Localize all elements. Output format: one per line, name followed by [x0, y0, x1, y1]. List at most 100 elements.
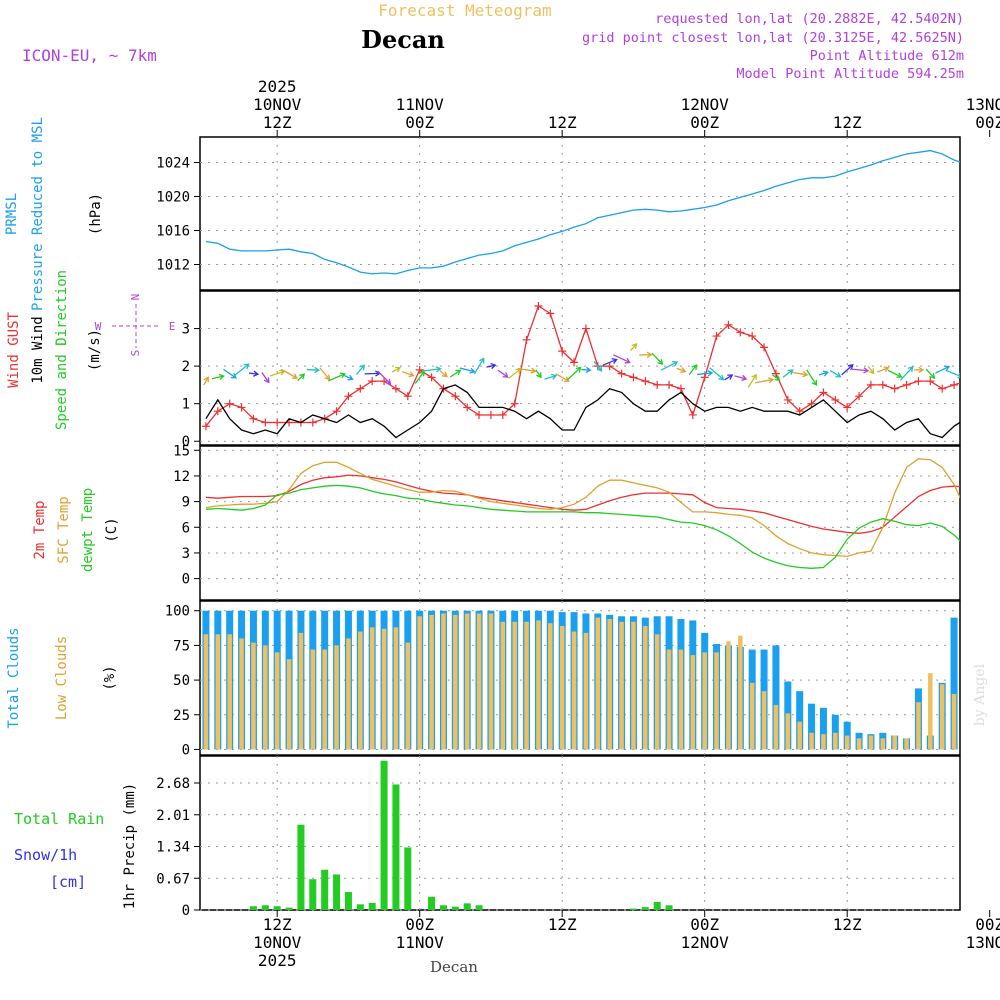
- y-tick-label: 100: [165, 604, 190, 620]
- series-line-prmsl: [205, 149, 960, 275]
- low-cloud-bar: [263, 645, 268, 750]
- low-cloud-bar: [987, 697, 992, 750]
- total-cloud-bar: [796, 691, 804, 750]
- low-cloud-bar: [749, 682, 755, 750]
- panel-data: [205, 458, 960, 569]
- gust-marker: [771, 369, 780, 378]
- x-tick-label-top: 00Z: [975, 113, 1000, 132]
- low-cloud-bar: [429, 614, 434, 750]
- gust-marker: [403, 392, 412, 401]
- panel-data: [205, 149, 960, 275]
- wind-arrow: [747, 374, 757, 388]
- gust-marker: [534, 302, 543, 311]
- low-cloud-bar: [607, 619, 612, 750]
- wind-arrow-head: [835, 372, 842, 378]
- wind-arrow-head: [359, 364, 366, 371]
- wind-arrow-head: [918, 366, 925, 374]
- total-cloud-bar: [843, 721, 851, 750]
- y-tick-label: 3: [182, 322, 190, 338]
- panel-label: (C): [104, 517, 120, 542]
- y-tick-label: 1024: [156, 156, 190, 172]
- series-line-sfc-temp: [205, 458, 960, 558]
- wind-arrow-head: [408, 371, 415, 378]
- model-label: ICON-EU, ~ 7km: [22, 46, 157, 65]
- requested-coords: requested lon,lat (20.2882E, 42.5402N): [655, 11, 964, 27]
- wind-arrow: [280, 368, 298, 379]
- low-cloud-bar: [500, 621, 506, 750]
- gust-marker: [617, 369, 626, 378]
- wind-arrow: [544, 375, 557, 380]
- gust-marker: [605, 362, 614, 371]
- wind-arrow-head: [324, 374, 331, 381]
- panel-label: Speed and Direction: [54, 270, 70, 430]
- wind-arrow-head: [680, 367, 687, 374]
- gust-marker: [558, 347, 567, 356]
- wind-arrow: [829, 369, 841, 378]
- wind-arrow: [724, 374, 733, 381]
- low-cloud-bar: [524, 621, 529, 750]
- low-cloud-bar: [654, 634, 660, 750]
- precip-bar: [249, 906, 257, 910]
- y-tick-label: 15: [173, 443, 190, 459]
- low-cloud-bar: [619, 621, 624, 750]
- y-tick-label: 2: [182, 359, 190, 375]
- panel-label: 10m Wind: [30, 316, 46, 383]
- gust-marker: [225, 399, 234, 408]
- wind-arrow: [925, 368, 935, 379]
- watermark: by Angel: [972, 663, 988, 726]
- gust-marker: [748, 332, 757, 341]
- low-cloud-bar: [215, 634, 221, 750]
- panel-label: 2m Temp: [32, 500, 48, 559]
- gust-marker: [498, 410, 507, 419]
- wind-arrow-head: [990, 370, 995, 375]
- low-cloud-bar: [939, 684, 945, 750]
- low-cloud-bar: [536, 620, 541, 750]
- wind-arrow: [422, 368, 441, 372]
- wind-arrow: [994, 369, 1000, 378]
- gust-marker: [676, 384, 685, 393]
- wind-arrow: [841, 364, 854, 376]
- panel-frame: [199, 600, 961, 756]
- top-time-axis: 202510NOV12Z11NOV00Z12Z12NOV00Z12Z13NOV0…: [253, 77, 1000, 137]
- panel-data: [202, 610, 992, 750]
- gust-marker: [819, 388, 828, 397]
- wind-arrow: [899, 366, 914, 381]
- wind-arrow: [613, 354, 630, 364]
- wind-arrow-head: [718, 374, 725, 381]
- gust-marker: [831, 395, 840, 404]
- y-tick-label: 3: [182, 546, 190, 562]
- wind-arrow-head: [896, 372, 903, 379]
- x-tick-label-bottom: 10NOV: [253, 933, 302, 952]
- wind-arrow-head: [551, 373, 558, 380]
- wind-arrow: [508, 368, 521, 379]
- total-cloud-bar: [772, 645, 780, 750]
- gust-marker: [866, 380, 875, 389]
- low-cloud-bar: [381, 628, 387, 750]
- low-cloud-bar: [583, 632, 589, 750]
- gust-marker: [546, 309, 555, 318]
- low-cloud-bar: [417, 616, 422, 750]
- wind-arrow: [818, 371, 828, 376]
- y-tick-label: 0: [182, 434, 190, 450]
- wind-arrow: [660, 361, 678, 371]
- precip-bar: [297, 824, 305, 910]
- wind-arrow-head: [575, 366, 582, 373]
- wind-arrow-head: [291, 373, 299, 379]
- x-tick-label-bottom: 12Z: [548, 915, 577, 934]
- wind-arrow-head: [863, 367, 870, 374]
- precip-bar: [653, 901, 661, 910]
- wind-arrow: [203, 376, 209, 386]
- low-cloud-bar: [251, 642, 256, 750]
- panel-temperature: 0 3 6 9 12 15 2m Temp SFC Temp dewpt Temp (C): [32, 443, 961, 601]
- y-tick-label: 0.67: [156, 871, 190, 887]
- wind-arrow-head: [767, 377, 775, 384]
- low-cloud-bar: [892, 735, 897, 750]
- wind-arrow-head: [478, 357, 485, 364]
- wind-arrow-head: [469, 367, 476, 374]
- wind-arrow: [984, 365, 995, 375]
- precip-bar: [273, 906, 281, 910]
- gust-marker: [261, 418, 270, 427]
- subtitle: Forecast Meteogram: [378, 1, 551, 20]
- low-cloud-bar: [856, 738, 862, 750]
